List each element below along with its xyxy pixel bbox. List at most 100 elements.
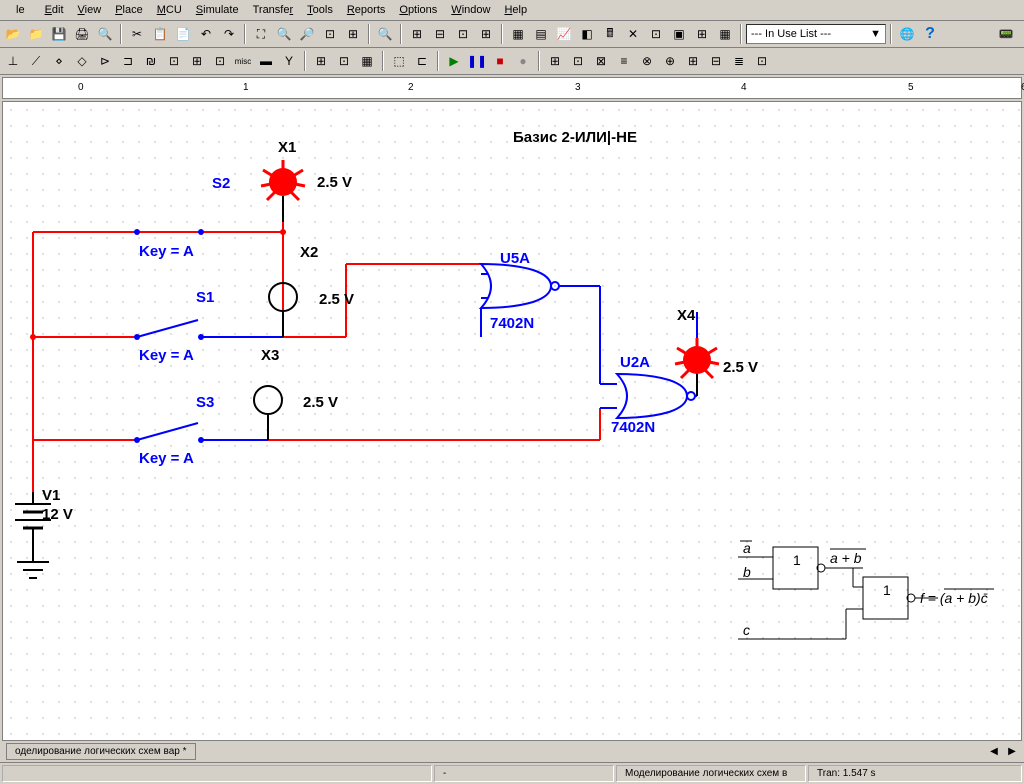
svg-text:Key = A: Key = A — [139, 347, 194, 364]
hierarchy-icon[interactable]: ⬚ — [388, 50, 410, 72]
tool4-icon[interactable]: ▦ — [507, 23, 529, 45]
comp8-icon[interactable]: ⊡ — [163, 50, 185, 72]
tool6-icon[interactable]: ◧ — [576, 23, 598, 45]
sim4-icon[interactable]: ≡ — [613, 50, 635, 72]
cut-icon[interactable]: ✂ — [126, 23, 148, 45]
svg-text:1: 1 — [883, 582, 891, 598]
svg-text:Key = A: Key = A — [139, 243, 194, 260]
find-icon[interactable]: 🔍 — [374, 23, 396, 45]
comp1-icon[interactable]: ⊥ — [2, 50, 24, 72]
menu-help[interactable]: Help — [498, 2, 533, 18]
tool8-icon[interactable]: ⊡ — [645, 23, 667, 45]
menu-edit[interactable]: Edit — [39, 2, 70, 18]
tool9-icon[interactable]: ▣ — [668, 23, 690, 45]
menu-options[interactable]: Options — [393, 2, 443, 18]
comp16-icon[interactable]: ▦ — [356, 50, 378, 72]
menu-reports[interactable]: Reports — [341, 2, 392, 18]
menu-tools[interactable]: Tools — [301, 2, 339, 18]
tool-icon[interactable]: ⊞ — [406, 23, 428, 45]
svg-text:2.5 V: 2.5 V — [319, 291, 354, 308]
status-empty — [2, 765, 432, 782]
sim7-icon[interactable]: ⊞ — [682, 50, 704, 72]
comp14-icon[interactable]: ⊞ — [310, 50, 332, 72]
menu-mcu[interactable]: MCU — [151, 2, 188, 18]
record-icon[interactable]: ● — [512, 50, 534, 72]
play-icon[interactable]: ▶ — [443, 50, 465, 72]
preview-icon[interactable]: 🔍 — [94, 23, 116, 45]
sim5-icon[interactable]: ⊗ — [636, 50, 658, 72]
bus-icon[interactable]: ⊏ — [411, 50, 433, 72]
in-use-list-dropdown[interactable]: --- In Use List ---▼ — [746, 24, 886, 44]
paste-icon[interactable]: 📄 — [172, 23, 194, 45]
tool3-icon[interactable]: ⊡ — [452, 23, 474, 45]
print-icon[interactable]: 🖨 — [71, 23, 93, 45]
sim10-icon[interactable]: ⊡ — [751, 50, 773, 72]
menu-transfer[interactable]: Transfer — [247, 2, 300, 18]
component-u5a[interactable]: U5A 7402N — [481, 250, 559, 332]
open-icon[interactable]: 📂 — [2, 23, 24, 45]
document-tab[interactable]: оделирование логических схем вар * — [6, 743, 196, 760]
menu-place[interactable]: Place — [109, 2, 149, 18]
zoom-out-icon[interactable]: 🔎 — [296, 23, 318, 45]
zoom-fit-icon[interactable]: ⛶ — [250, 23, 272, 45]
calc-icon[interactable]: 🖩 — [599, 23, 621, 45]
toolbar-main: 📂 📁 💾 🖨 🔍 ✂ 📋 📄 ↶ ↷ ⛶ 🔍 🔎 ⊡ ⊞ 🔍 ⊞ ⊟ ⊡ ⊞ … — [0, 21, 1024, 48]
comp10-icon[interactable]: ⊡ — [209, 50, 231, 72]
comp5-icon[interactable]: ⊳ — [94, 50, 116, 72]
stop-icon[interactable]: ■ — [489, 50, 511, 72]
menu-simulate[interactable]: Simulate — [190, 2, 245, 18]
tool7-icon[interactable]: ✕ — [622, 23, 644, 45]
menu-window[interactable]: Window — [445, 2, 496, 18]
component-x4[interactable]: X4 2.5 V — [675, 307, 758, 396]
folder-icon[interactable]: 📁 — [25, 23, 47, 45]
comp7-icon[interactable]: ₪ — [140, 50, 162, 72]
comp9-icon[interactable]: ⊞ — [186, 50, 208, 72]
tool11-icon[interactable]: ▦ — [714, 23, 736, 45]
sim3-icon[interactable]: ⊠ — [590, 50, 612, 72]
comp3-icon[interactable]: ⋄ — [48, 50, 70, 72]
component-s3[interactable]: S3 Key = A — [134, 394, 214, 467]
menu-view[interactable]: View — [72, 2, 108, 18]
zoom-in-icon[interactable]: 🔍 — [273, 23, 295, 45]
help-icon[interactable]: ? — [919, 23, 941, 45]
sim1-icon[interactable]: ⊞ — [544, 50, 566, 72]
globe-icon[interactable]: 🌐 — [896, 23, 918, 45]
component-x3[interactable]: X3 2.5 V — [254, 347, 338, 440]
sim2-icon[interactable]: ⊡ — [567, 50, 589, 72]
comp6-icon[interactable]: ⊐ — [117, 50, 139, 72]
undo-icon[interactable]: ↶ — [195, 23, 217, 45]
redo-icon[interactable]: ↷ — [218, 23, 240, 45]
svg-text:U5A: U5A — [500, 250, 530, 267]
tool2-icon[interactable]: ⊟ — [429, 23, 451, 45]
sim8-icon[interactable]: ⊟ — [705, 50, 727, 72]
component-v1[interactable]: V1 12 V — [15, 487, 73, 578]
save-icon[interactable]: 💾 — [48, 23, 70, 45]
component-u2a[interactable]: U2A 7402N — [611, 354, 695, 436]
graph-icon[interactable]: 📈 — [553, 23, 575, 45]
comp12-icon[interactable]: ▬ — [255, 50, 277, 72]
comp11-icon[interactable]: misc — [232, 50, 254, 72]
grid-icon[interactable]: ⊞ — [475, 23, 497, 45]
tool10-icon[interactable]: ⊞ — [691, 23, 713, 45]
comp4-icon[interactable]: ◇ — [71, 50, 93, 72]
component-x1[interactable]: X1 2.5 V — [261, 139, 352, 222]
scroll-right-icon[interactable]: ▶ — [1004, 744, 1020, 760]
comp2-icon[interactable]: ⟋ — [25, 50, 47, 72]
sim9-icon[interactable]: ≣ — [728, 50, 750, 72]
scroll-left-icon[interactable]: ◀ — [986, 744, 1002, 760]
instrument-icon[interactable]: 📟 — [990, 23, 1022, 45]
comp15-icon[interactable]: ⊡ — [333, 50, 355, 72]
component-s1[interactable]: S1 Key = A — [134, 289, 214, 364]
menu-file[interactable]: le — [4, 2, 37, 18]
schematic-canvas[interactable]: Базис 2-ИЛИ|-НЕ — [2, 101, 1022, 741]
component-s2[interactable]: S2 Key = A — [134, 175, 230, 260]
zoom-full-icon[interactable]: ⊞ — [342, 23, 364, 45]
svg-text:f = (a + b)c̄: f = (a + b)c̄ — [920, 590, 988, 606]
tool5-icon[interactable]: ▤ — [530, 23, 552, 45]
zoom-area-icon[interactable]: ⊡ — [319, 23, 341, 45]
copy-icon[interactable]: 📋 — [149, 23, 171, 45]
comp13-icon[interactable]: Y — [278, 50, 300, 72]
pause-icon[interactable]: ❚❚ — [466, 50, 488, 72]
component-x2[interactable]: X2 2.5 V — [269, 244, 354, 337]
sim6-icon[interactable]: ⊕ — [659, 50, 681, 72]
